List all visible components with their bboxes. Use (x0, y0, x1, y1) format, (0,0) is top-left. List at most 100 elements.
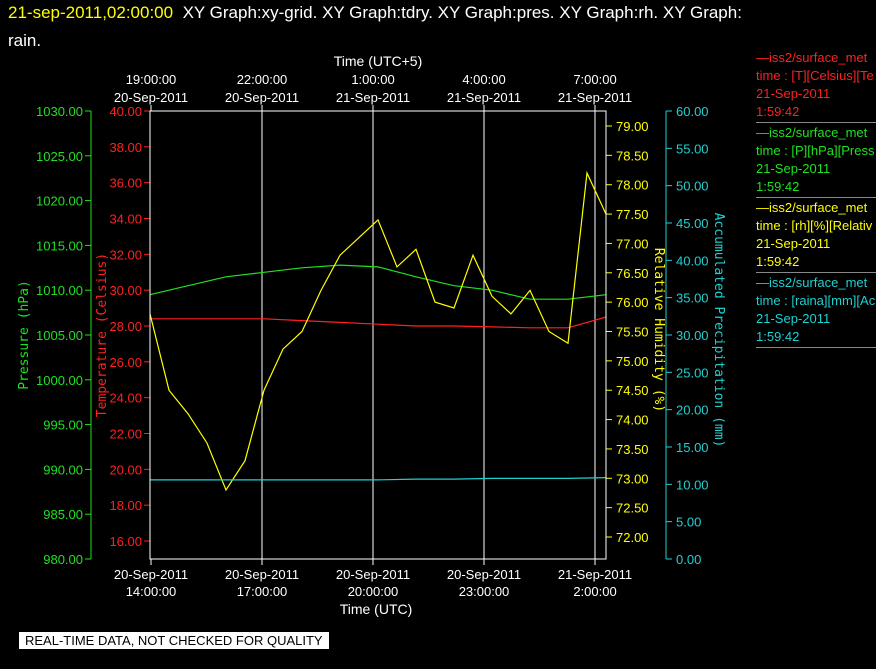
x-tick-label-date-top: 21-Sep-2011 (336, 90, 410, 105)
precip-tick-label: 5.00 (676, 515, 701, 530)
precip-tick-label: 25.00 (676, 365, 709, 380)
precip-tick-label: 30.00 (676, 328, 709, 343)
x-tick-label-time-top: 7:00:00 (573, 72, 616, 87)
temperature-tick-label: 24.00 (109, 391, 142, 406)
humidity-tick-label: 73.00 (616, 471, 649, 486)
precip-tick-label: 50.00 (676, 179, 709, 194)
legend-line: 21-Sep-2011 (756, 311, 831, 326)
legend-line: —iss2/surface_met (756, 275, 868, 290)
precip-tick-label: 55.00 (676, 141, 709, 156)
humidity-tick-label: 74.50 (616, 383, 649, 398)
timestamp: 21-sep-2011,02:00:00 (8, 3, 174, 22)
humidity-series-line (149, 170, 607, 492)
x-tick-label-time: 17:00:00 (237, 584, 288, 599)
humidity-tick-label: 72.00 (616, 530, 649, 545)
precip-tick-label: 10.00 (676, 477, 709, 492)
temperature-tick-label: 36.00 (109, 176, 142, 191)
precip-series-line (150, 477, 607, 481)
pressure-tick-label: 995.00 (43, 418, 83, 433)
title-text: XY Graph:xy-grid. XY Graph:tdry. XY Grap… (182, 3, 742, 22)
pressure-tick-label: 1005.00 (36, 328, 83, 343)
temperature-tick-label: 38.00 (109, 140, 142, 155)
humidity-tick-label: 74.00 (616, 413, 649, 428)
x-tick-label-time-top: 22:00:00 (237, 72, 288, 87)
temperature-tick-label: 32.00 (109, 247, 142, 262)
plot-frame (149, 110, 607, 560)
temperature-tick-label: 22.00 (109, 427, 142, 442)
legend-line: 1:59:42 (756, 329, 800, 344)
legend-line: time : [P][hPa][Press (756, 143, 875, 158)
temperature-tick-label: 28.00 (109, 319, 142, 334)
humidity-tick-label: 77.50 (616, 207, 649, 222)
x-tick-label-date-top: 20-Sep-2011 (114, 90, 188, 105)
x-axis-label-bottom: Time (UTC) (340, 601, 413, 617)
pressure-tick-label: 985.00 (43, 507, 83, 522)
humidity-tick-label: 78.00 (616, 178, 649, 193)
x-tick-label-time-top: 19:00:00 (126, 72, 177, 87)
grid-layer (261, 111, 596, 559)
pressure-tick-label: 990.00 (43, 462, 83, 477)
temperature-series-line (150, 316, 607, 329)
legend-humidity: —iss2/surface_met time : [rh][%][Relativ 2… (756, 199, 876, 273)
humidity-tick-label: 77.00 (616, 236, 649, 251)
x-tick-label-time: 2:00:00 (573, 584, 616, 599)
temperature-tick-label: 40.00 (109, 104, 142, 119)
legend-line: 1:59:42 (756, 179, 800, 194)
precip-tick-label: 60.00 (676, 104, 709, 119)
temperature-tick-label: 18.00 (109, 498, 142, 513)
series-layer (149, 170, 607, 492)
pressure-series-line (149, 264, 607, 300)
precip-tick-label: 0.00 (676, 552, 701, 567)
page-title: 21-sep-2011,02:00:00 XY Graph:xy-grid. X… (8, 3, 742, 23)
axes-layer: 20-Sep-2011 14:00:00 20-Sep-2011 17:00:00 20… (17, 53, 726, 617)
temperature-axis-label: Temperature (Celsius) (95, 253, 110, 417)
legend-line: —iss2/surface_met (756, 50, 868, 65)
precip-tick-label: 15.00 (676, 440, 709, 455)
x-tick-label-time: 23:00:00 (459, 584, 510, 599)
humidity-axis-label: Relative Humidity (%) (651, 248, 666, 412)
temperature-tick-label: 20.00 (109, 462, 142, 477)
legend-line: 1:59:42 (756, 254, 800, 269)
x-tick-label-date: 20-Sep-2011 (447, 567, 521, 582)
temperature-tick-label: 34.00 (109, 212, 142, 227)
x-tick-label-date: 20-Sep-2011 (114, 567, 188, 582)
humidity-tick-label: 75.00 (616, 354, 649, 369)
humidity-tick-label: 75.50 (616, 325, 649, 340)
temperature-tick-label: 26.00 (109, 355, 142, 370)
x-tick-label-date-top: 20-Sep-2011 (225, 90, 299, 105)
legend-line: —iss2/surface_met (756, 125, 868, 140)
precip-tick-label: 35.00 (676, 291, 709, 306)
humidity-tick-label: 72.50 (616, 501, 649, 516)
legend-pressure: —iss2/surface_met time : [P][hPa][Press 21… (756, 124, 876, 198)
quality-note: REAL-TIME DATA, NOT CHECKED FOR QUALITY (19, 632, 329, 649)
xy-chart: 20-Sep-2011 14:00:00 20-Sep-2011 17:00:00 20… (17, 53, 726, 617)
x-tick-label-date: 20-Sep-2011 (336, 567, 410, 582)
pressure-tick-label: 1030.00 (36, 104, 83, 119)
humidity-tick-label: 78.50 (616, 148, 649, 163)
precip-tick-label: 45.00 (676, 216, 709, 231)
legend-line: time : [T][Celsius][Te (756, 68, 874, 83)
legend-line: time : [raina][mm][Ac (756, 293, 876, 308)
temperature-tick-label: 16.00 (109, 534, 142, 549)
legend-line: 21-Sep-2011 (756, 236, 831, 251)
x-tick-label-time: 20:00:00 (348, 584, 399, 599)
pressure-axis-label: Pressure (hPa) (17, 280, 32, 390)
pressure-tick-label: 1025.00 (36, 149, 83, 164)
precip-axis-label: Accumulated Precipitation (mm) (711, 213, 726, 448)
x-tick-label-date-top: 21-Sep-2011 (447, 90, 521, 105)
humidity-tick-label: 73.50 (616, 442, 649, 457)
pressure-tick-label: 1020.00 (36, 194, 83, 209)
pressure-tick-label: 1015.00 (36, 238, 83, 253)
humidity-tick-label: 76.00 (616, 295, 649, 310)
legend: —iss2/surface_met time : [T][Celsius][Te 2… (756, 49, 876, 349)
pressure-tick-label: 980.00 (43, 552, 83, 567)
x-tick-label-date-top: 21-Sep-2011 (558, 90, 632, 105)
x-tick-label-date: 21-Sep-2011 (558, 567, 632, 582)
x-tick-label-time: 14:00:00 (126, 584, 177, 599)
x-tick-label-date: 20-Sep-2011 (225, 567, 299, 582)
legend-line: 1:59:42 (756, 104, 800, 119)
legend-line: 21-Sep-2011 (756, 86, 831, 101)
humidity-tick-label: 76.50 (616, 266, 649, 281)
